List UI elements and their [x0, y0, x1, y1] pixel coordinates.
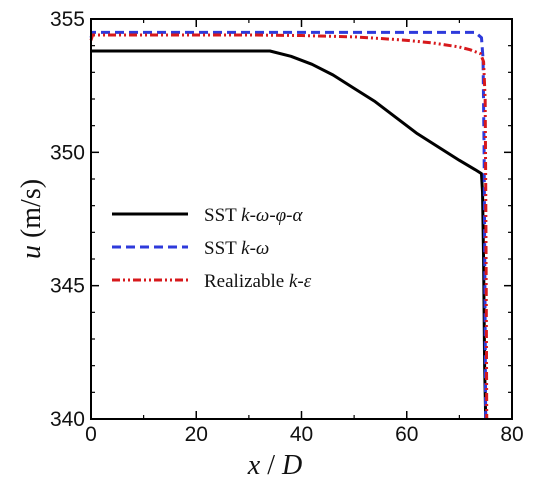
x-tick-label: 80	[500, 423, 523, 446]
y-tick-label: 355	[50, 8, 85, 31]
legend-label-2: SST k-ω	[204, 238, 269, 259]
y-axis-title-var: u	[16, 245, 47, 259]
legend-label-1: SST k-ω-φ-α	[204, 205, 303, 226]
x-axis-title-unit: D	[281, 450, 302, 481]
series-line-1	[91, 49, 488, 420]
y-tick-label: 340	[50, 408, 85, 431]
y-tick-label: 345	[50, 275, 85, 298]
x-tick-label: 40	[290, 423, 313, 446]
series-line-3	[89, 33, 489, 420]
legend: SST k-ω-φ-α SST k-ω Realizable k-ε	[112, 205, 312, 292]
y-axis: 340 345 350 355	[50, 8, 512, 431]
x-tick-label: 0	[85, 423, 97, 446]
x-tick-label: 60	[395, 423, 418, 446]
y-axis-title-unit: (m/s)	[16, 179, 47, 245]
x-axis: 0 20 40 60 80	[85, 19, 524, 446]
x-tick-label: 20	[185, 423, 208, 446]
x-axis-title-var: x	[247, 450, 261, 481]
legend-label-3: Realizable k-ε	[204, 271, 312, 292]
x-axis-title: x / D	[247, 450, 302, 481]
y-axis-title: u (m/s)	[16, 179, 47, 259]
plot-area	[89, 30, 489, 420]
y-tick-label: 350	[50, 141, 85, 164]
series-line-2	[89, 30, 488, 420]
x-axis-title-sep: /	[260, 450, 282, 481]
